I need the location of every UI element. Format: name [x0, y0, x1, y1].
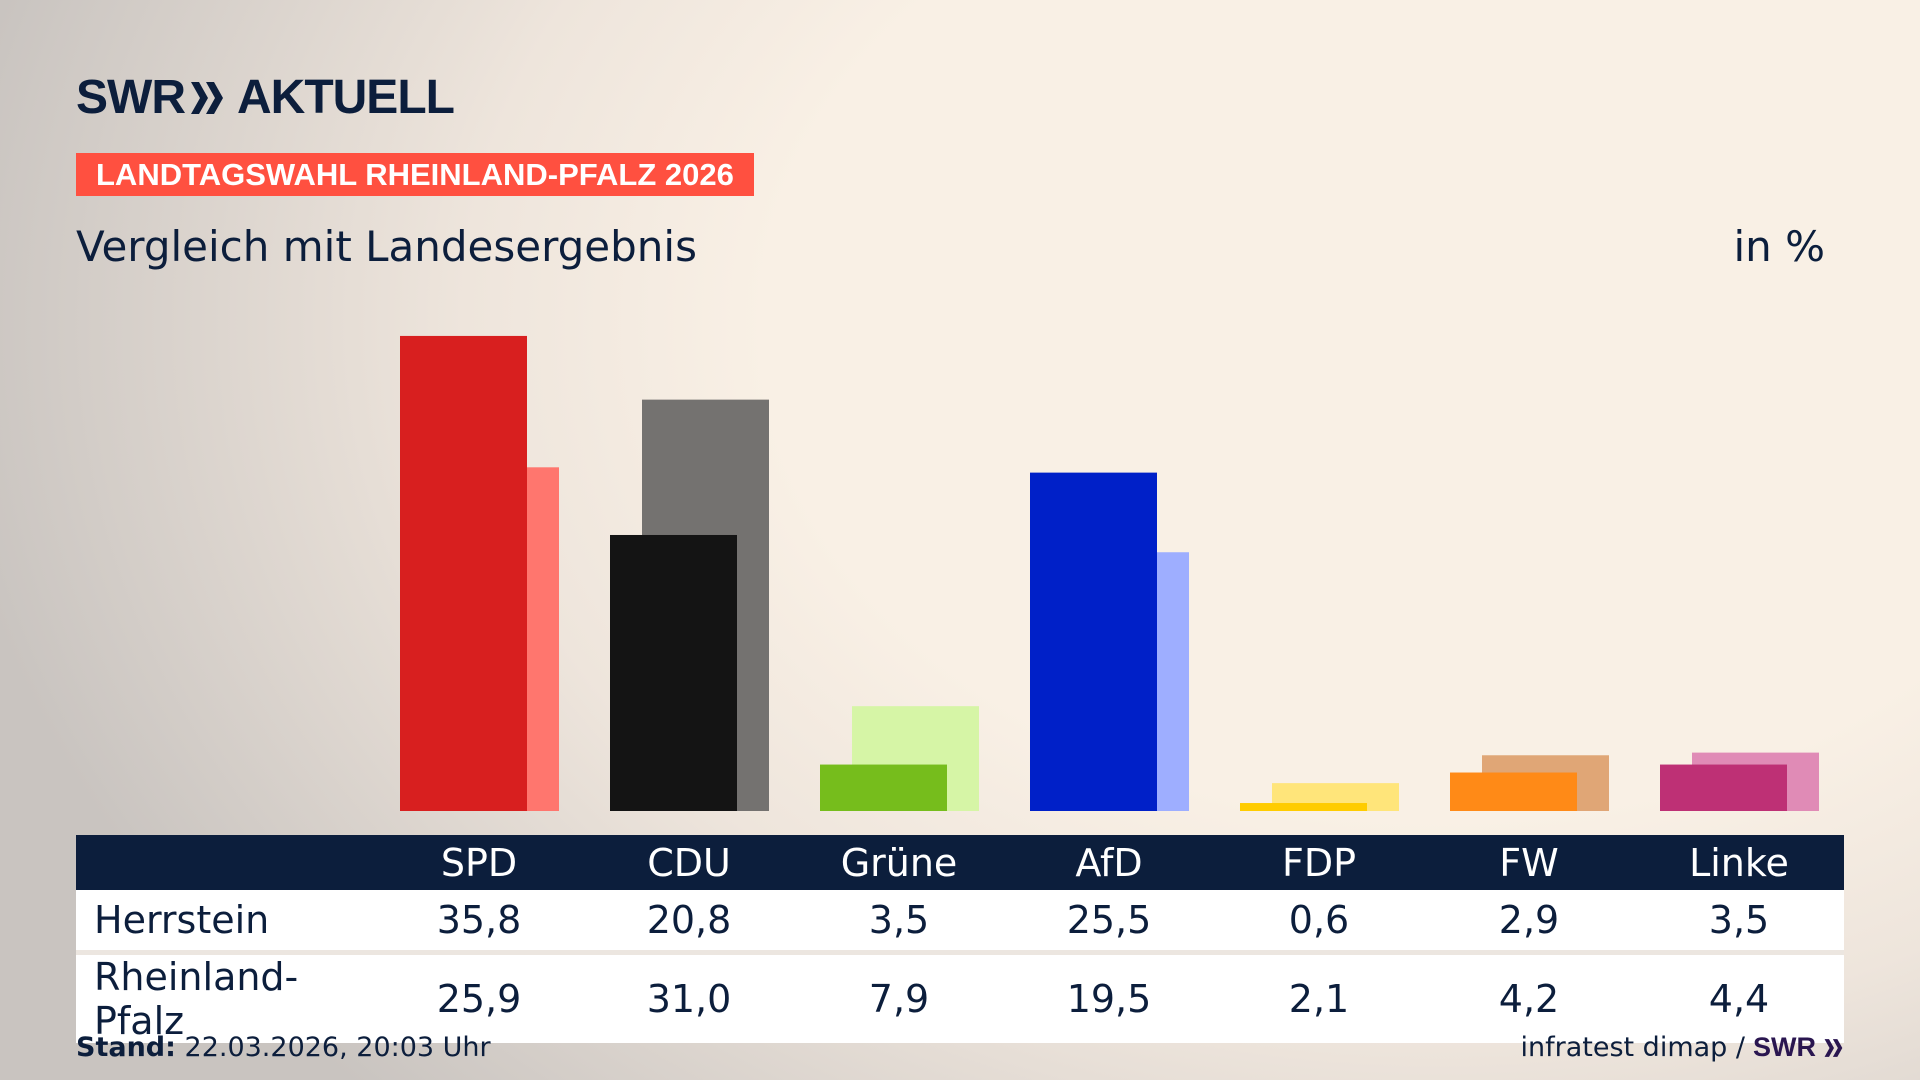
logo-swr: SWR — [76, 71, 186, 124]
double-chevron-icon — [1824, 1038, 1843, 1057]
column-header: AfD — [1004, 835, 1214, 890]
row-label: Rheinland-Pfalz — [76, 950, 374, 1043]
bar-linke-herrstein — [1660, 764, 1787, 811]
table-row: Herrstein 35,8 20,8 3,5 25,5 0,6 2,9 3,5 — [76, 890, 1844, 950]
bar-fdp-herrstein — [1240, 803, 1367, 811]
table-row: Rheinland-Pfalz 25,9 31,0 7,9 19,5 2,1 4,2 4,4 — [76, 950, 1844, 1043]
column-header: SPD — [374, 835, 584, 890]
table-cell: 31,0 — [584, 950, 794, 1043]
column-header: Grüne — [794, 835, 1004, 890]
table-cell: 4,4 — [1634, 950, 1844, 1043]
table-cell: 3,5 — [1634, 890, 1844, 950]
column-header: CDU — [584, 835, 794, 890]
source: infratest dimap / SWR — [1520, 1032, 1844, 1063]
bar-grüne-herrstein — [820, 764, 947, 811]
bar-spd-herrstein — [400, 335, 527, 811]
stand-value: 22.03.2026, 20:03 Uhr — [184, 1032, 491, 1063]
table-cell: 3,5 — [794, 890, 1004, 950]
timestamp: Stand: 22.03.2026, 20:03 Uhr — [76, 1032, 491, 1063]
source-text: infratest dimap / — [1520, 1032, 1745, 1063]
bar-fw-herrstein — [1450, 772, 1577, 811]
unit-label: in % — [1733, 222, 1825, 271]
table-header-row: SPD CDU Grüne AfD FDP FW Linke — [76, 835, 1844, 890]
column-header: FDP — [1214, 835, 1424, 890]
table-cell: 2,9 — [1424, 890, 1634, 950]
chart-subtitle: Vergleich mit Landesergebnis — [76, 222, 697, 271]
table-cell: 4,2 — [1424, 950, 1634, 1043]
bar-afd-herrstein — [1030, 472, 1157, 811]
row-label: Herrstein — [76, 890, 374, 950]
table-cell: 7,9 — [794, 950, 1004, 1043]
column-header: FW — [1424, 835, 1634, 890]
table-cell: 20,8 — [584, 890, 794, 950]
column-header — [76, 835, 374, 890]
table-cell: 0,6 — [1214, 890, 1424, 950]
table-cell: 19,5 — [1004, 950, 1214, 1043]
election-banner: LANDTAGSWAHL RHEINLAND-PFALZ 2026 — [76, 153, 754, 196]
table-cell: 35,8 — [374, 890, 584, 950]
bar-chart — [400, 335, 1819, 811]
bar-cdu-herrstein — [610, 534, 737, 811]
swr-footer-logo: SWR — [1753, 1032, 1816, 1062]
stand-label: Stand: — [76, 1032, 176, 1063]
table-cell: 25,9 — [374, 950, 584, 1043]
table-cell: 2,1 — [1214, 950, 1424, 1043]
results-table: SPD CDU Grüne AfD FDP FW Linke Herrstein 35,8 20… — [76, 835, 1844, 1043]
table-cell: 25,5 — [1004, 890, 1214, 950]
logo-aktuell: AKTUELL — [236, 71, 455, 124]
column-header: Linke — [1634, 835, 1844, 890]
swr-aktuell-logo: SWR AKTUELL — [76, 70, 455, 125]
double-chevron-icon — [190, 81, 223, 114]
